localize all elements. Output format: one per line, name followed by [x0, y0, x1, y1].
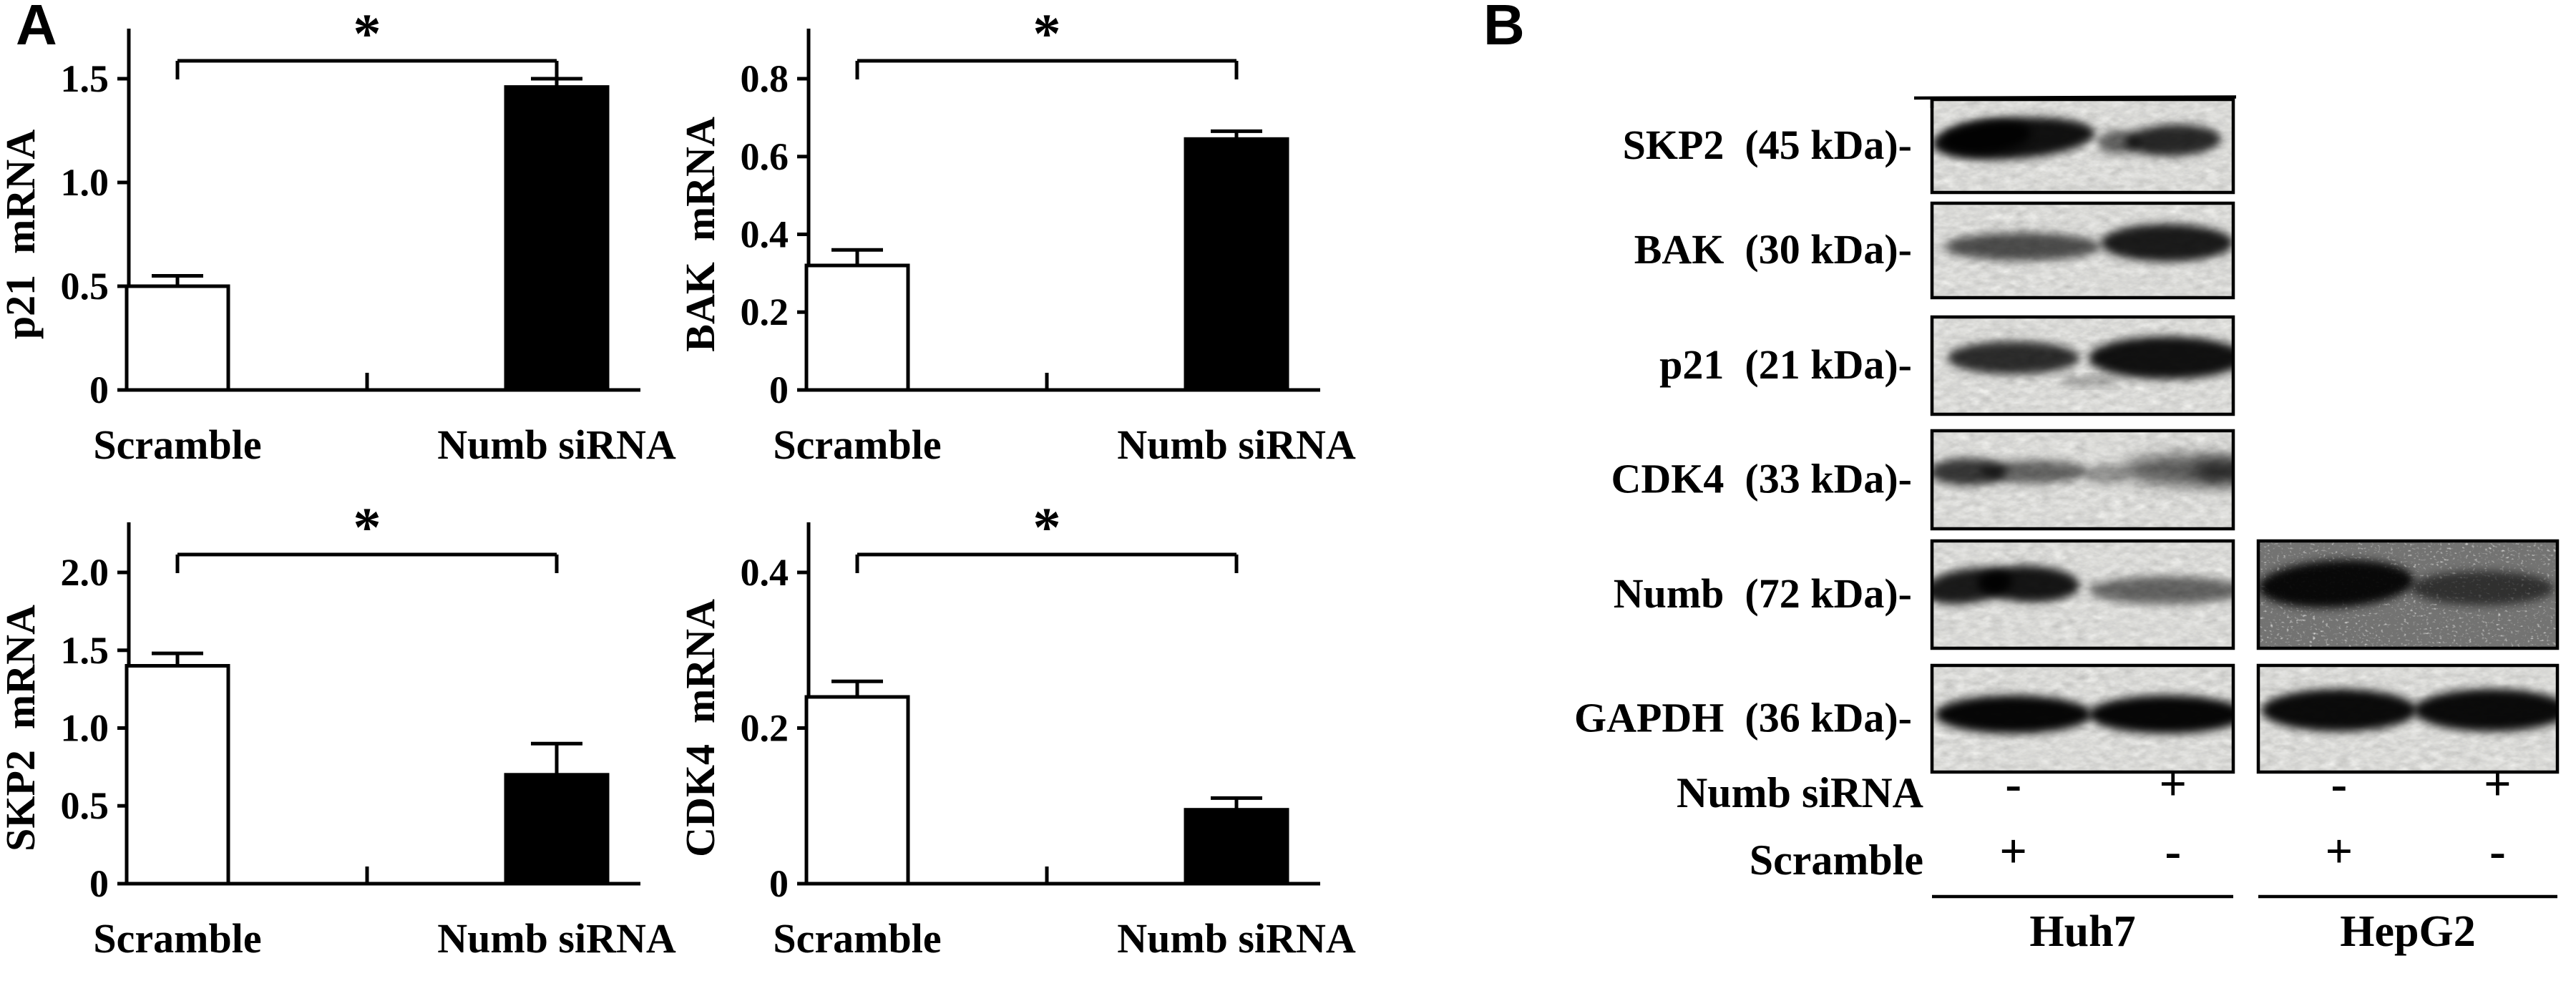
svg-text:+: + — [2484, 756, 2512, 811]
svg-text:-: - — [2489, 824, 2506, 878]
svg-text:+: + — [2325, 824, 2353, 878]
svg-text:SKP2 (45 kDa)-: SKP2 (45 kDa)- — [1623, 122, 1912, 168]
svg-text:BAK (30 kDa)-: BAK (30 kDa)- — [1634, 226, 1912, 273]
svg-text:Huh7: Huh7 — [2029, 907, 2135, 956]
svg-text:-: - — [2165, 824, 2181, 878]
svg-text:Numb (72 kDa)-: Numb (72 kDa)- — [1614, 570, 1912, 617]
svg-text:Scramble: Scramble — [1750, 836, 1923, 884]
svg-text:-: - — [2331, 756, 2348, 811]
svg-text:Numb siRNA: Numb siRNA — [1677, 769, 1923, 816]
svg-text:HepG2: HepG2 — [2340, 907, 2475, 956]
svg-text:+: + — [2159, 756, 2187, 811]
svg-text:CDK4 (33 kDa)-: CDK4 (33 kDa)- — [1611, 456, 1912, 502]
svg-text:GAPDH (36 kDa)-: GAPDH (36 kDa)- — [1574, 695, 1912, 741]
svg-text:+: + — [1999, 824, 2027, 878]
svg-text:-: - — [2005, 756, 2021, 811]
svg-text:p21 (21 kDa)-: p21 (21 kDa)- — [1659, 341, 1912, 388]
